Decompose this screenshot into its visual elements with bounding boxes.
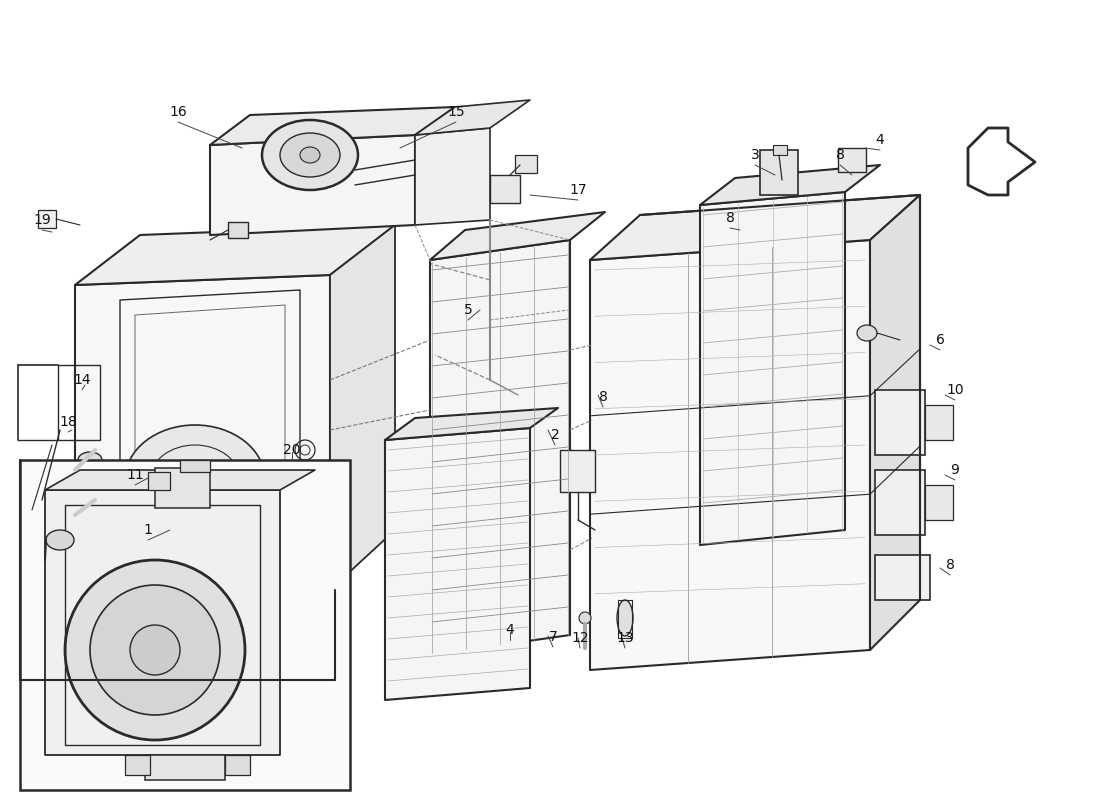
Bar	[180, 460, 210, 472]
Polygon shape	[430, 212, 605, 260]
Ellipse shape	[280, 133, 340, 177]
Bar	[773, 145, 786, 155]
Polygon shape	[75, 275, 330, 600]
Text: 7: 7	[549, 630, 558, 644]
Bar	[925, 405, 953, 440]
Ellipse shape	[78, 497, 102, 513]
Bar	[228, 222, 248, 238]
Ellipse shape	[130, 625, 180, 675]
Bar	[155, 468, 210, 508]
Polygon shape	[968, 128, 1035, 195]
Text: 4: 4	[876, 133, 884, 147]
Text: 8: 8	[726, 211, 735, 225]
Polygon shape	[415, 100, 530, 135]
Polygon shape	[870, 195, 920, 650]
Polygon shape	[210, 135, 415, 235]
Polygon shape	[210, 107, 455, 145]
Text: 19: 19	[33, 213, 51, 227]
Bar	[226, 755, 250, 775]
Bar	[760, 150, 798, 195]
Bar	[58, 365, 100, 440]
Polygon shape	[75, 225, 395, 285]
Bar	[125, 755, 150, 775]
Text: 6: 6	[936, 333, 945, 347]
Bar	[618, 600, 632, 638]
Text: 20: 20	[284, 443, 300, 457]
Bar	[145, 755, 226, 780]
Text: 8: 8	[836, 148, 845, 162]
Polygon shape	[385, 408, 558, 440]
Polygon shape	[590, 195, 920, 260]
Bar	[39, 210, 56, 228]
Text: 18: 18	[59, 415, 77, 429]
Bar	[874, 390, 925, 455]
Text: 14: 14	[74, 373, 91, 387]
Polygon shape	[45, 490, 280, 755]
Bar	[874, 470, 925, 535]
Polygon shape	[45, 470, 315, 490]
Text: 15: 15	[448, 105, 465, 119]
Bar	[560, 450, 595, 492]
Bar	[925, 485, 953, 520]
Ellipse shape	[262, 120, 358, 190]
Ellipse shape	[90, 585, 220, 715]
Bar	[838, 148, 866, 172]
Text: 13: 13	[616, 631, 634, 645]
Polygon shape	[330, 225, 395, 590]
Ellipse shape	[78, 452, 102, 468]
Text: 2: 2	[551, 428, 560, 442]
Ellipse shape	[300, 147, 320, 163]
Ellipse shape	[617, 600, 632, 636]
Text: 17: 17	[569, 183, 586, 197]
Text: 11: 11	[126, 468, 144, 482]
Polygon shape	[700, 192, 845, 545]
Bar	[148, 472, 170, 490]
Text: 3: 3	[750, 148, 759, 162]
Text: 8: 8	[946, 558, 955, 572]
Text: 5: 5	[463, 303, 472, 317]
Text: 4: 4	[506, 623, 515, 637]
Text: 8: 8	[598, 390, 607, 404]
Ellipse shape	[579, 612, 591, 624]
Bar	[490, 175, 520, 203]
Ellipse shape	[857, 325, 877, 341]
Polygon shape	[385, 428, 530, 700]
Text: 12: 12	[571, 631, 588, 645]
Ellipse shape	[65, 560, 245, 740]
Polygon shape	[700, 165, 880, 205]
Polygon shape	[590, 240, 870, 670]
Bar	[515, 155, 537, 173]
Bar	[874, 555, 929, 600]
Text: 9: 9	[950, 463, 959, 477]
Ellipse shape	[125, 425, 265, 535]
Bar	[20, 460, 350, 790]
Polygon shape	[415, 128, 490, 225]
Text: 1: 1	[144, 523, 153, 537]
Ellipse shape	[46, 530, 74, 550]
Text: 16: 16	[169, 105, 187, 119]
Text: 10: 10	[946, 383, 964, 397]
Polygon shape	[430, 240, 570, 655]
